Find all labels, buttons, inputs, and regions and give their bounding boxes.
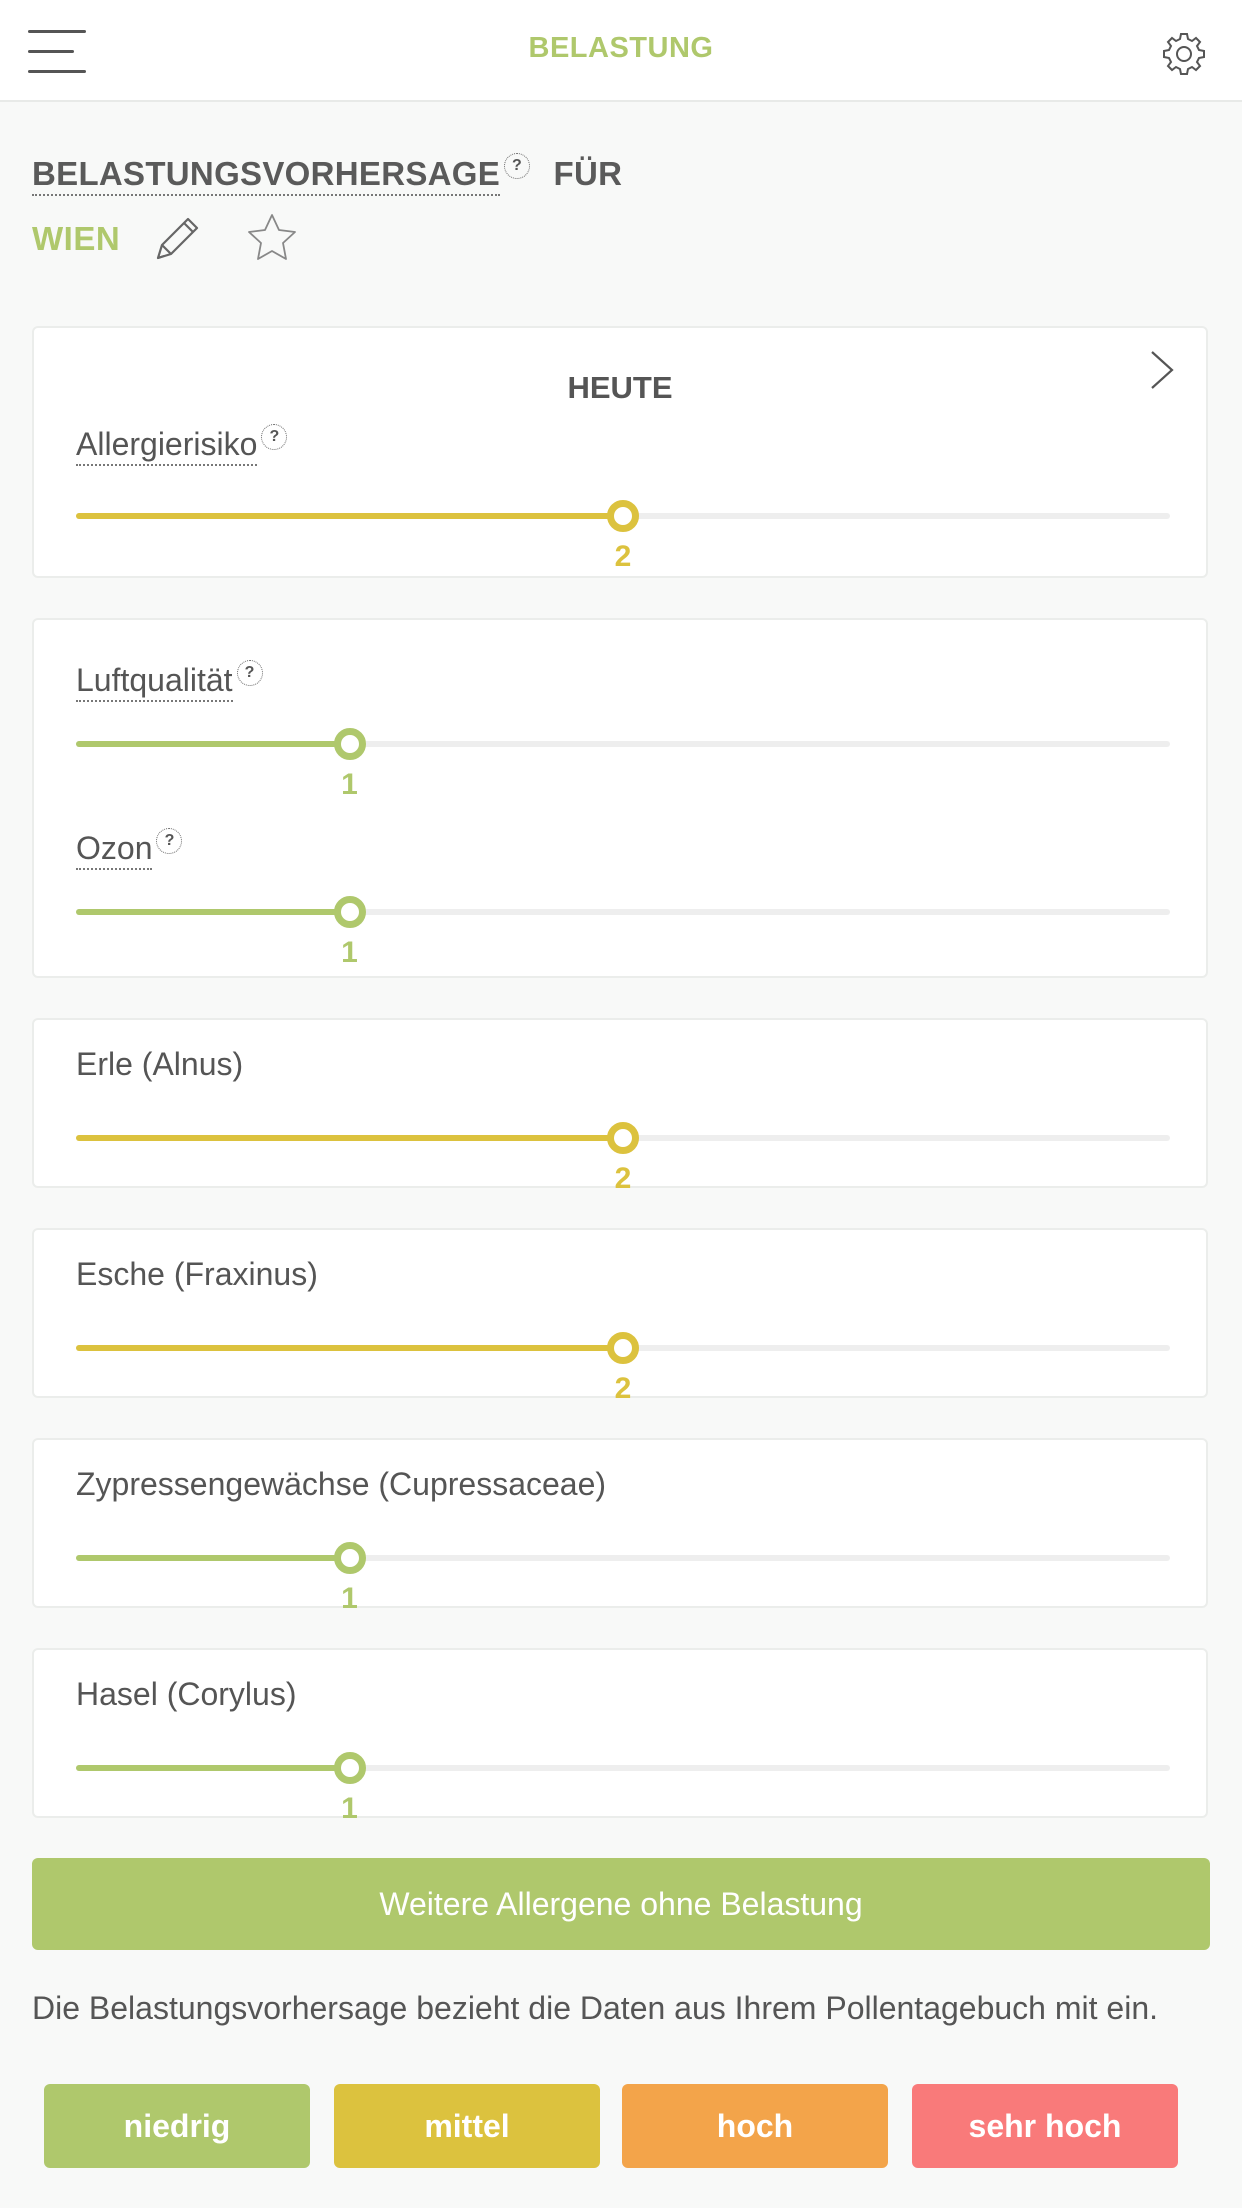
more-allergens-button[interactable]: Weitere Allergene ohne Belastung xyxy=(32,1858,1210,1950)
city-name: WIEN xyxy=(32,220,121,257)
pollen-card-corylus: Hasel (Corylus) 1 xyxy=(32,1648,1208,1825)
pollen-label: Erle (Alnus) xyxy=(76,1046,244,1082)
chevron-right-icon[interactable] xyxy=(1144,348,1180,392)
level-legend: niedrig mittel hoch sehr hoch xyxy=(44,2084,1198,2168)
ozone-label[interactable]: Ozon xyxy=(76,830,153,870)
level-slider: 1 xyxy=(76,1748,1170,1825)
slider-track xyxy=(76,741,1170,747)
pollen-card-fraxinus: Esche (Fraxinus) 2 xyxy=(32,1228,1208,1405)
page-title: BELASTUNG xyxy=(528,32,714,64)
gear-icon[interactable] xyxy=(1160,30,1208,78)
row-label-allergy-risk: Allergierisiko? xyxy=(76,424,288,466)
level-slider: 1 xyxy=(76,724,1170,801)
slider-fill xyxy=(76,1345,623,1351)
slider-thumb xyxy=(607,1332,639,1364)
slider-thumb xyxy=(333,728,366,760)
top-bar: BELASTUNG xyxy=(0,0,1242,102)
forecast-heading-suffix: FÜR xyxy=(553,155,623,192)
pollen-label: Hasel (Corylus) xyxy=(76,1676,297,1712)
legend-sehr-hoch: sehr hoch xyxy=(912,2084,1178,2168)
slider-fill xyxy=(76,1555,350,1561)
level-slider: 2 xyxy=(76,496,1170,573)
help-icon[interactable]: ? xyxy=(261,424,288,450)
air-quality-card: Luftqualität? 1 Ozon? 1 xyxy=(32,618,1208,978)
pollen-label: Zypressengewächse (Cupressaceae) xyxy=(76,1466,607,1502)
help-icon[interactable]: ? xyxy=(156,828,183,854)
slider-track xyxy=(76,909,1170,915)
slider-fill xyxy=(76,513,623,519)
hamburger-menu-icon[interactable] xyxy=(28,30,86,74)
slider-thumb xyxy=(333,896,366,928)
pollen-card-cupressaceae: Zypressengewächse (Cupressaceae) 1 xyxy=(32,1438,1208,1615)
help-icon[interactable]: ? xyxy=(236,660,263,686)
level-value: 1 xyxy=(341,1792,358,1825)
legend-niedrig: niedrig xyxy=(44,2084,310,2168)
level-slider: 2 xyxy=(76,1118,1170,1195)
star-outline-icon[interactable] xyxy=(244,211,300,267)
pencil-icon[interactable] xyxy=(150,212,204,266)
level-slider: 2 xyxy=(76,1328,1170,1405)
info-text: Die Belastungsvorhersage bezieht die Dat… xyxy=(32,1990,1158,2026)
slider-thumb xyxy=(607,500,639,532)
forecast-heading[interactable]: BELASTUNGSVORHERSAGE xyxy=(32,155,501,196)
level-value: 1 xyxy=(341,768,358,801)
allergy-risk-label[interactable]: Allergierisiko xyxy=(76,426,258,466)
day-title: HEUTE xyxy=(567,370,673,405)
level-value: 1 xyxy=(341,936,358,969)
slider-fill xyxy=(76,1135,623,1141)
pollen-label: Esche (Fraxinus) xyxy=(76,1256,318,1292)
level-value: 1 xyxy=(341,1582,358,1615)
forecast-header: BELASTUNGSVORHERSAGE? FÜR WIEN xyxy=(32,153,1212,267)
slider-track xyxy=(76,1765,1170,1771)
slider-thumb xyxy=(333,1542,366,1574)
level-value: 2 xyxy=(614,1162,632,1195)
slider-fill xyxy=(76,1765,350,1771)
legend-hoch: hoch xyxy=(622,2084,888,2168)
slider-fill xyxy=(76,909,350,915)
level-value: 2 xyxy=(614,540,632,573)
day-card: HEUTE Allergierisiko? 2 xyxy=(32,326,1208,578)
level-slider: 1 xyxy=(76,1538,1170,1615)
slider-thumb xyxy=(607,1122,639,1154)
help-icon[interactable]: ? xyxy=(504,153,531,179)
level-slider: 1 xyxy=(76,892,1170,969)
slider-fill xyxy=(76,741,350,747)
air-quality-label[interactable]: Luftqualität xyxy=(76,662,233,702)
slider-thumb xyxy=(333,1752,366,1784)
pollen-card-alnus: Erle (Alnus) 2 xyxy=(32,1018,1208,1195)
legend-mittel: mittel xyxy=(334,2084,600,2168)
level-value: 2 xyxy=(614,1372,632,1405)
row-label-air-quality: Luftqualität? xyxy=(76,660,263,702)
slider-track xyxy=(76,1555,1170,1561)
row-label-ozone: Ozon? xyxy=(76,828,183,870)
